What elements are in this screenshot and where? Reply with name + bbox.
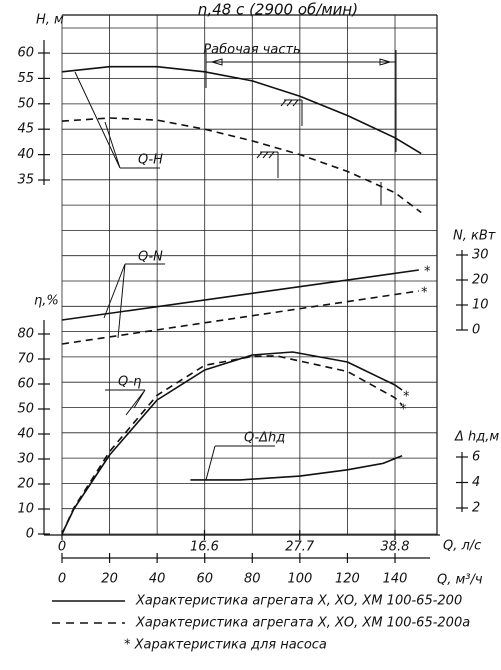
x-tick-label: 120 (335, 572, 360, 587)
x2-tick-label: 38.8 (381, 540, 410, 555)
chart-title: n,48 с (2900 об/мин) (198, 1, 358, 19)
x-tick-label: 100 (287, 572, 312, 587)
y-tick-label: 70 (17, 352, 34, 367)
layout (43, 14, 463, 559)
y-tick-label: 40 (17, 427, 34, 442)
y-tick-label: 55 (17, 71, 34, 86)
y-tick-label: 80 (17, 327, 34, 342)
curve (61, 269, 419, 321)
y-tick-label: 40 (17, 147, 34, 162)
y-tick-label: 35 (17, 173, 34, 188)
x-tick-label: 140 (383, 572, 408, 587)
y-tick-label: 60 (17, 46, 34, 61)
y-tick-label: 2 (472, 501, 480, 516)
y-tick-label: 60 (17, 377, 34, 392)
y-tick-label: 0 (472, 323, 480, 338)
curve (61, 117, 422, 214)
y-tick-label: 30 (17, 452, 34, 467)
y-tick-label: 0 (26, 527, 34, 542)
x2-tick-label: 0 (58, 540, 66, 555)
x-tick-label: 40 (149, 572, 166, 587)
curve (190, 454, 403, 481)
x2-axis-label: Q, л/с (443, 539, 481, 554)
legend-label: * Характеристика для насоса (124, 638, 327, 653)
n-axis-label: N, кВт (453, 229, 496, 244)
x2-tick-label: 16.6 (190, 540, 219, 555)
y-tick-label: 10 (472, 298, 489, 313)
asterisk: * (421, 286, 428, 301)
asterisk: * (400, 403, 407, 418)
y-tick-label: 50 (17, 96, 34, 111)
eta-axis-label: η,% (34, 294, 59, 309)
y-tick-label: 50 (17, 402, 34, 417)
curve (61, 65, 422, 155)
curve-label: Q-Δhд (244, 431, 285, 446)
y-tick-label: 4 (472, 475, 480, 490)
h-axis-label: H, м (36, 13, 64, 28)
asterisk: * (424, 265, 431, 280)
x2-tick-label: 27.7 (285, 540, 315, 555)
dh-axis-label: Δ hд,м (454, 430, 499, 445)
x-axis-label: Q, м³/ч (437, 573, 483, 588)
x-tick-label: 60 (196, 572, 213, 587)
x-tick-label: 80 (244, 572, 261, 587)
y-tick-label: 30 (472, 248, 489, 263)
y-tick-label: 6 (472, 450, 480, 465)
legend-label: Характеристика агрегата Х, ХО, ХМ 100-65… (135, 594, 462, 609)
y-tick-label: 45 (17, 122, 34, 137)
curve (61, 290, 419, 345)
curve-label: Q-N (138, 250, 163, 265)
y-tick-label: 20 (17, 477, 34, 492)
x-tick-label: 20 (101, 572, 118, 587)
asterisk: * (403, 390, 410, 405)
x-tick-label: 0 (58, 572, 66, 587)
legend-label: Характеристика агрегата Х, ХО, ХМ 100-65… (135, 616, 470, 631)
y-tick-label: 10 (17, 502, 34, 517)
curve (61, 355, 403, 535)
y-tick-label: 20 (472, 273, 489, 288)
curve (61, 351, 403, 535)
